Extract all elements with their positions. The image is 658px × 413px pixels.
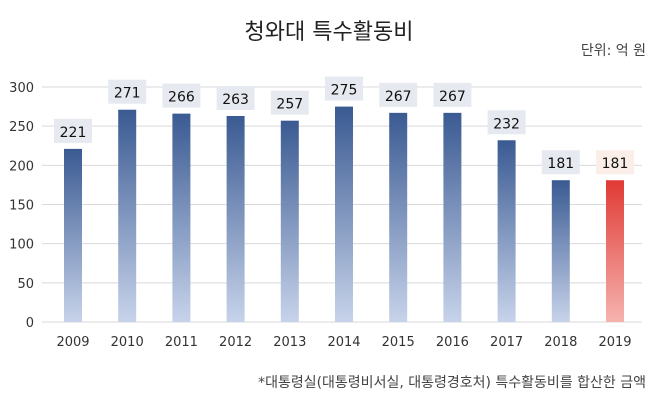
data-label-2018: 181 xyxy=(547,156,574,172)
data-label-box xyxy=(162,83,201,108)
bar-2015 xyxy=(389,112,408,322)
bar-2010 xyxy=(118,109,137,322)
chart-title: 청와대 특수활동비 xyxy=(244,20,414,45)
y-tick-label: 250 xyxy=(9,120,34,135)
data-label-2014: 275 xyxy=(331,83,358,99)
y-tick-label: 100 xyxy=(9,238,34,253)
x-tick-label: 2013 xyxy=(273,335,306,350)
data-label-box xyxy=(108,79,147,104)
data-label-box xyxy=(596,150,634,175)
y-tick-label: 50 xyxy=(17,277,34,292)
bar-2011 xyxy=(172,113,191,322)
y-tick-label: 0 xyxy=(26,316,34,331)
data-label-box xyxy=(216,85,255,110)
x-tick-label: 2019 xyxy=(598,335,631,350)
data-label-box xyxy=(433,82,472,107)
x-tick-label: 2009 xyxy=(56,335,89,350)
data-label-2016: 267 xyxy=(439,89,466,105)
bar-2014 xyxy=(335,106,353,322)
data-label-box xyxy=(54,118,92,143)
data-label-2019: 181 xyxy=(602,156,629,172)
bar-2013 xyxy=(280,120,299,322)
data-label-box xyxy=(270,90,309,115)
bar-2019 xyxy=(606,180,624,322)
x-tick-label: 2017 xyxy=(490,335,523,350)
bar-2017 xyxy=(497,140,516,322)
data-label-2010: 271 xyxy=(114,86,141,102)
bar-2012 xyxy=(226,115,245,322)
bar-2016 xyxy=(443,112,462,322)
y-tick-label: 200 xyxy=(9,159,34,174)
data-label-2011: 266 xyxy=(168,90,195,106)
bar-2009 xyxy=(64,148,82,322)
x-tick-label: 2018 xyxy=(544,335,577,350)
x-tick-label: 2014 xyxy=(327,335,360,350)
data-label-2017: 232 xyxy=(493,116,520,132)
y-tick-label: 150 xyxy=(9,199,34,214)
unit-label: 단위: 억 원 xyxy=(580,43,646,59)
bar-2018 xyxy=(551,180,570,322)
data-label-2009: 221 xyxy=(60,125,87,141)
data-label-2013: 257 xyxy=(276,97,303,113)
data-label-2012: 263 xyxy=(222,92,249,108)
data-label-box xyxy=(325,76,363,101)
data-label-2015: 267 xyxy=(385,89,412,105)
data-label-box xyxy=(541,150,580,175)
x-tick-label: 2011 xyxy=(165,335,198,350)
data-label-box xyxy=(379,82,418,107)
y-tick-label: 300 xyxy=(9,81,34,96)
x-tick-label: 2016 xyxy=(436,335,469,350)
footnote: *대통령실(대통령비서실, 대통령경호처) 특수활동비를 합산한 금액 xyxy=(258,375,646,391)
x-tick-label: 2012 xyxy=(219,335,252,350)
x-tick-label: 2015 xyxy=(382,335,415,350)
data-label-box xyxy=(487,110,526,135)
x-tick-label: 2010 xyxy=(111,335,144,350)
